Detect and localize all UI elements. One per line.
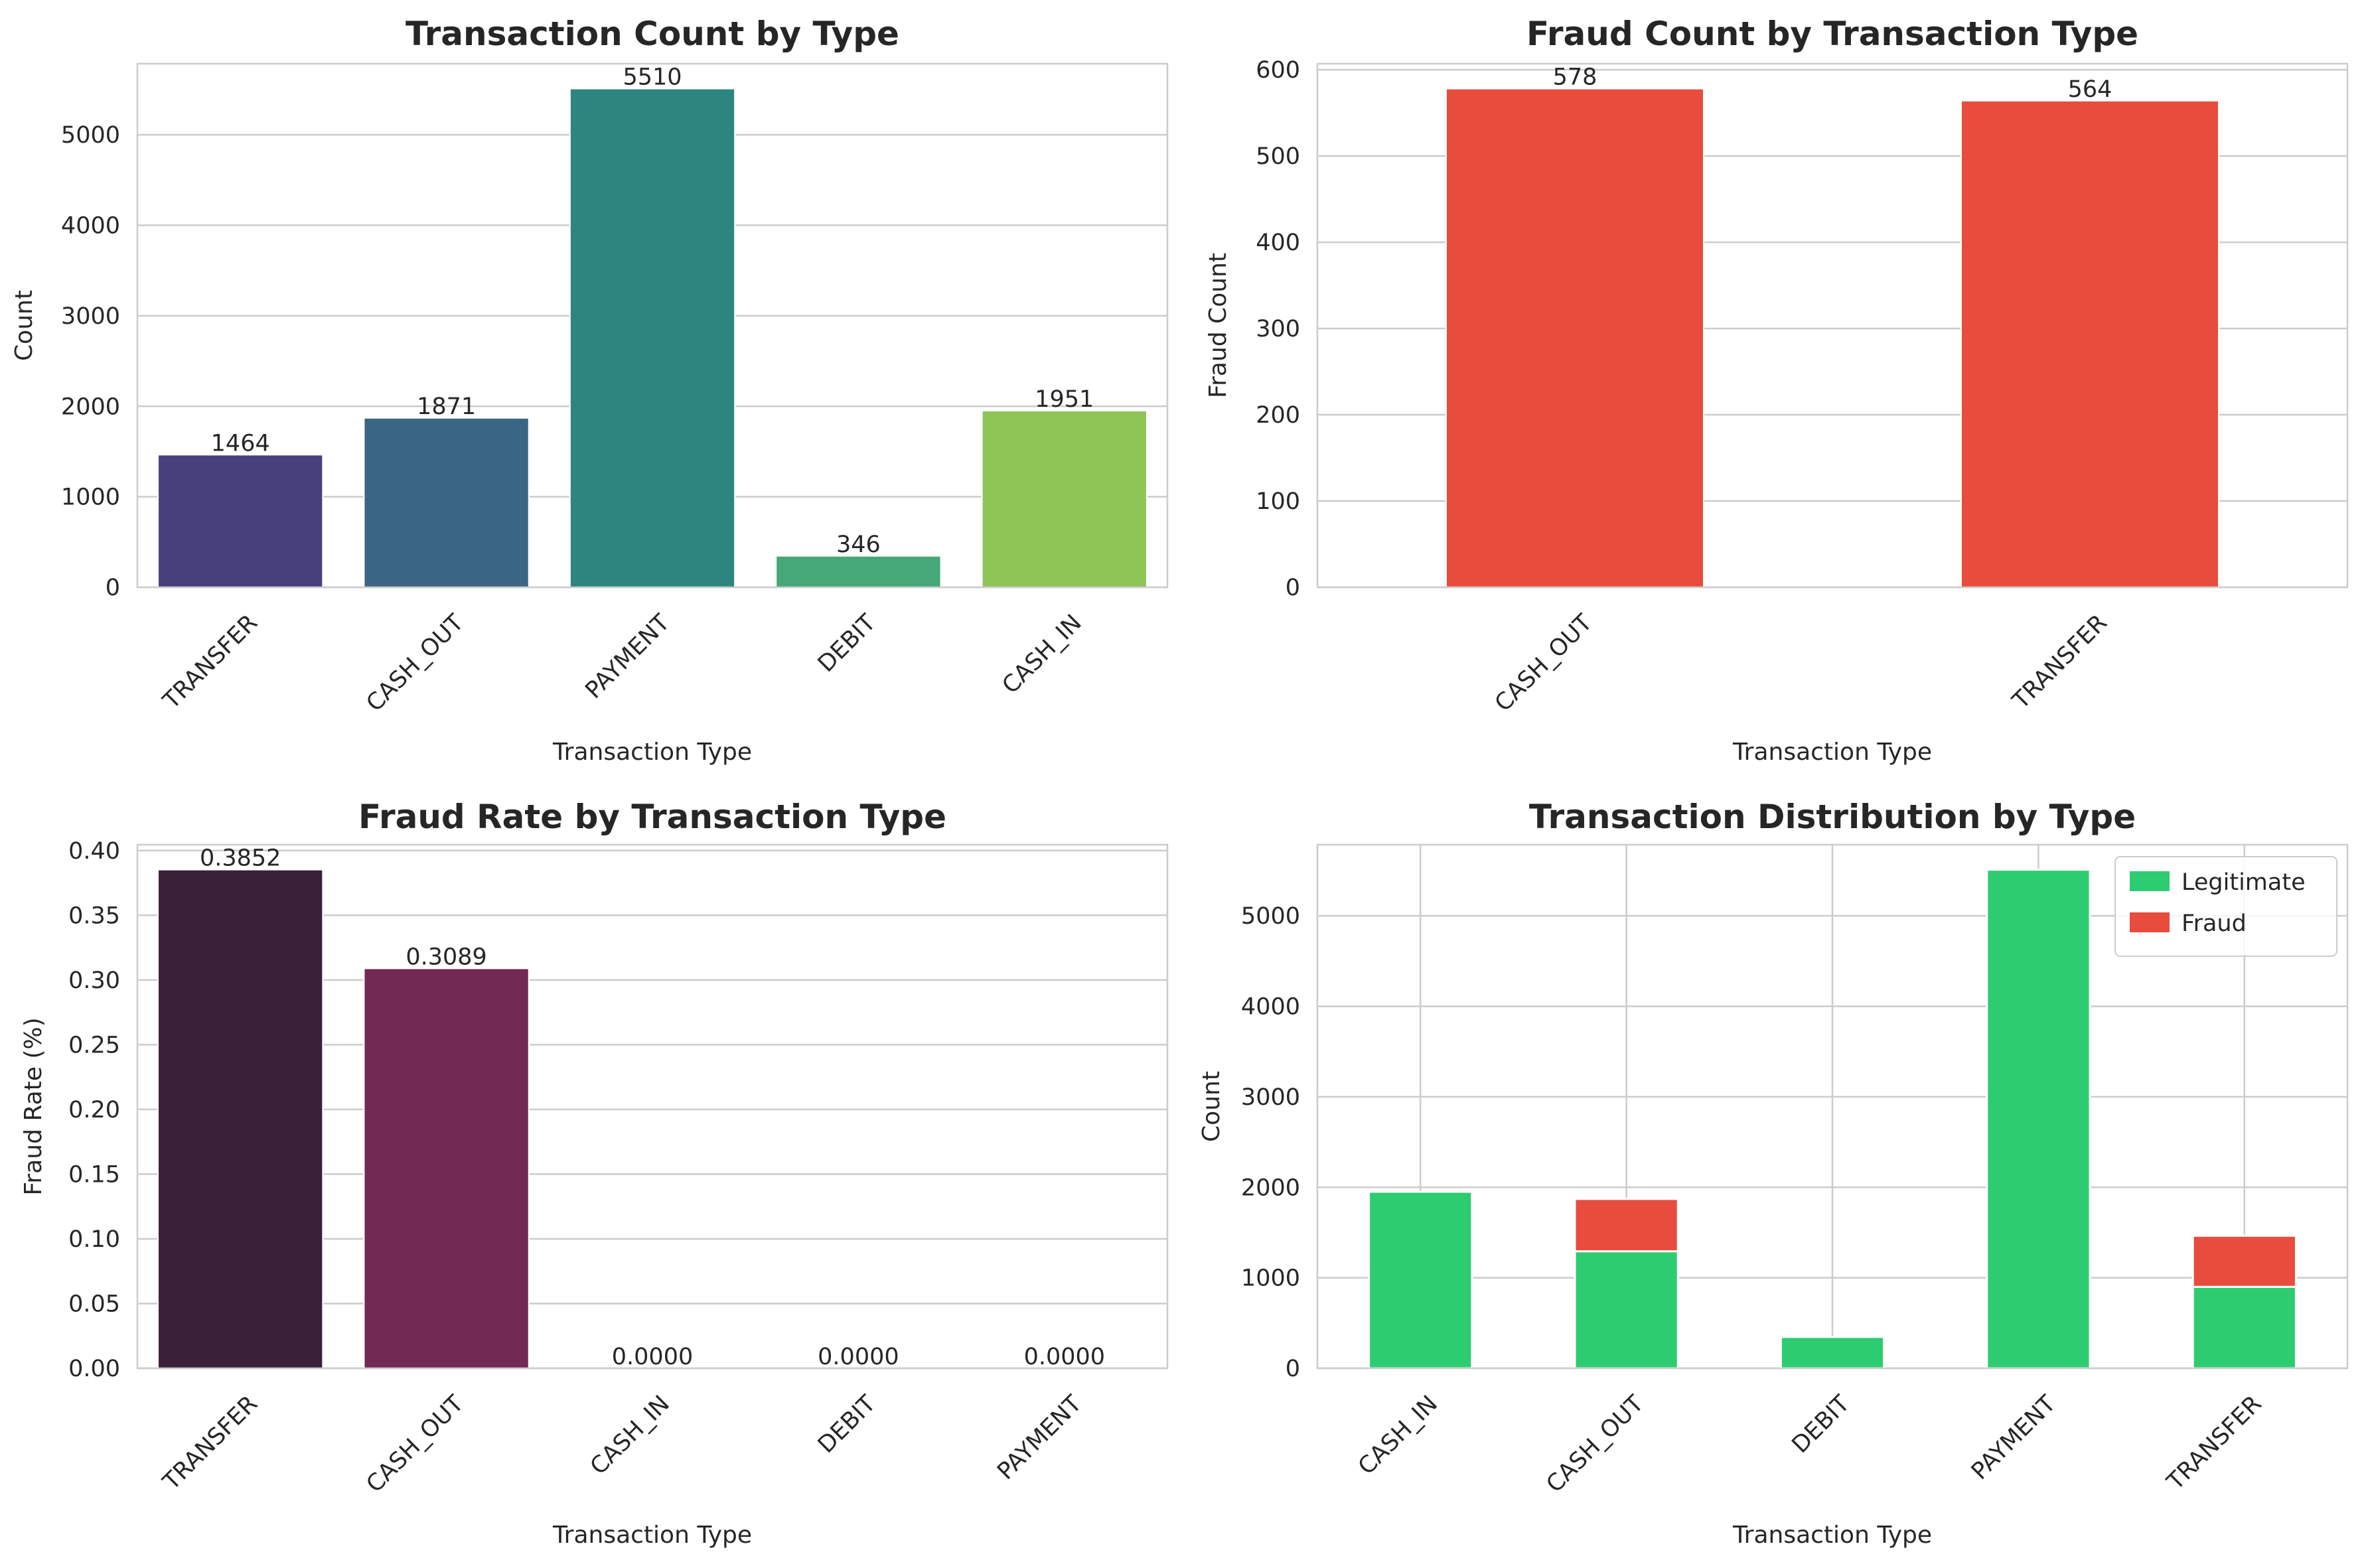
y-axis-label: Fraud Rate (%) [20,1017,47,1195]
plot-frame [136,843,1169,1370]
x-tick-label: DEBIT [1787,1390,1856,1459]
y-tick-label: 0.10 [68,1226,120,1253]
y-tick-label: 0.05 [68,1291,120,1317]
y-tick-label: 500 [1256,143,1300,170]
y-tick-label: 5000 [1241,903,1300,930]
y-tick-label: 200 [1256,402,1300,429]
bar-legitimate-payment [1986,869,2091,1370]
y-axis-label: Count [1198,1071,1225,1142]
x-tick-label: TRANSFER [2007,610,2112,715]
y-tick-label: 0.40 [68,838,120,865]
bar-fraud-cash_out [1574,1198,1679,1253]
chart-c1: 1464 1871 5510 346 1951 0 1000 2000 3000 4000 5000… [11,15,1169,766]
x-tick-label: DEBIT [813,609,881,677]
plot-frame [136,62,1169,589]
x-tick-label: CASH_OUT [1542,1390,1649,1498]
y-tick-label: 0 [1286,575,1300,601]
y-tick-label: 400 [1256,230,1300,256]
x-axis-label: Transaction Type [1732,1522,1932,1549]
data-label: 564 [2068,76,2112,103]
legend-label: Fraud [2181,910,2247,937]
y-tick-label: 600 [1256,57,1300,84]
chart-c4: 0 1000 2000 3000 4000 5000 CASH_IN CASH_OUT DEBI… [1198,798,2349,1549]
data-label: 346 [836,532,881,558]
x-tick-label: CASH_OUT [362,1390,469,1498]
bar-payment [569,88,736,589]
y-tick-label: 0 [106,575,120,601]
chart-title: Fraud Rate by Transaction Type [358,798,946,836]
data-label: 1871 [417,393,476,420]
y-tick-label: 5000 [61,122,120,149]
bar-transfer [157,869,324,1369]
bar-transfer [157,454,324,589]
data-label: 0.0000 [1024,1344,1105,1370]
x-tick-label: CASH_OUT [362,609,469,717]
y-tick-label: 2000 [61,393,120,420]
data-label: 578 [1553,64,1597,91]
plot-frame [1316,843,2349,1370]
bar-legitimate-cash_out [1574,1250,1679,1370]
bar-legitimate-debit [1779,1336,1885,1370]
y-tick-label: 0 [1286,1356,1300,1382]
bar-transfer [1960,100,2219,588]
legend [2114,856,2337,957]
legend-label: Legitimate [2181,869,2306,896]
x-tick-label: CASH_OUT [1490,609,1597,717]
data-label: 5510 [623,64,682,91]
y-tick-label: 4000 [1241,994,1300,1021]
x-tick-label: TRANSFER [158,610,263,715]
data-label: 1951 [1035,386,1094,413]
y-tick-label: 0.35 [68,902,120,929]
x-tick-label: PAYMENT [1966,1390,2061,1485]
y-tick-label: 0.20 [68,1097,120,1123]
y-tick-label: 1000 [61,484,120,511]
bar-debit [775,555,942,588]
y-tick-label: 3000 [1241,1084,1300,1111]
bar-cash_out [1445,88,1704,588]
y-tick-label: 4000 [61,213,120,240]
x-axis-label: Transaction Type [552,739,752,766]
x-axis-label: Transaction Type [552,1522,752,1549]
bar-legitimate-cash_in [1368,1190,1473,1370]
data-label: 0.0000 [612,1344,693,1370]
y-tick-label: 100 [1256,488,1300,515]
legend-swatch [2130,912,2170,932]
x-tick-label: PAYMENT [992,1390,1087,1485]
data-label: 0.3852 [200,845,281,872]
y-tick-label: 1000 [1241,1265,1300,1292]
bar-fraud-transfer [2191,1234,2297,1288]
x-axis-label: Transaction Type [1732,739,1932,766]
x-tick-label: TRANSFER [2162,1391,2267,1496]
y-tick-label: 0.30 [68,967,120,994]
y-tick-label: 2000 [1241,1175,1300,1201]
x-tick-label: DEBIT [813,1390,881,1459]
x-tick-label: PAYMENT [581,609,676,704]
y-tick-label: 0.15 [68,1161,120,1188]
chart-title: Transaction Distribution by Type [1529,798,2136,836]
legend-swatch [2130,871,2170,891]
bar-legitimate-transfer [2191,1285,2297,1370]
x-tick-label: TRANSFER [158,1391,263,1496]
bar-cash_out [363,417,530,589]
data-label: 1464 [211,430,270,457]
bar-cash_out [363,967,530,1369]
y-axis-label: Fraud Count [1205,253,1232,398]
y-axis-label: Count [11,290,38,361]
y-tick-label: 0.25 [68,1032,120,1058]
x-tick-label: CASH_IN [998,610,1087,699]
data-label: 0.3089 [406,944,486,970]
y-tick-label: 300 [1256,316,1300,342]
plot-frame [1316,62,2349,589]
chart-title: Transaction Count by Type [406,15,899,53]
chart-c3: 0.3852 0.3089 0.0000 0.0000 0.0000 0.00 0.05 0.… [20,798,1169,1549]
chart-title: Fraud Count by Transaction Type [1526,15,2138,53]
y-tick-label: 0.00 [68,1356,120,1382]
bar-cash_in [981,409,1147,588]
x-tick-label: CASH_IN [585,1391,675,1480]
y-tick-label: 3000 [61,303,120,330]
data-label: 0.0000 [818,1344,899,1370]
chart-c2: 578 564 0 100 200 300 400 500 600 CASH_OUT TRANSFE… [1205,15,2349,766]
x-tick-label: CASH_IN [1353,1391,1443,1480]
